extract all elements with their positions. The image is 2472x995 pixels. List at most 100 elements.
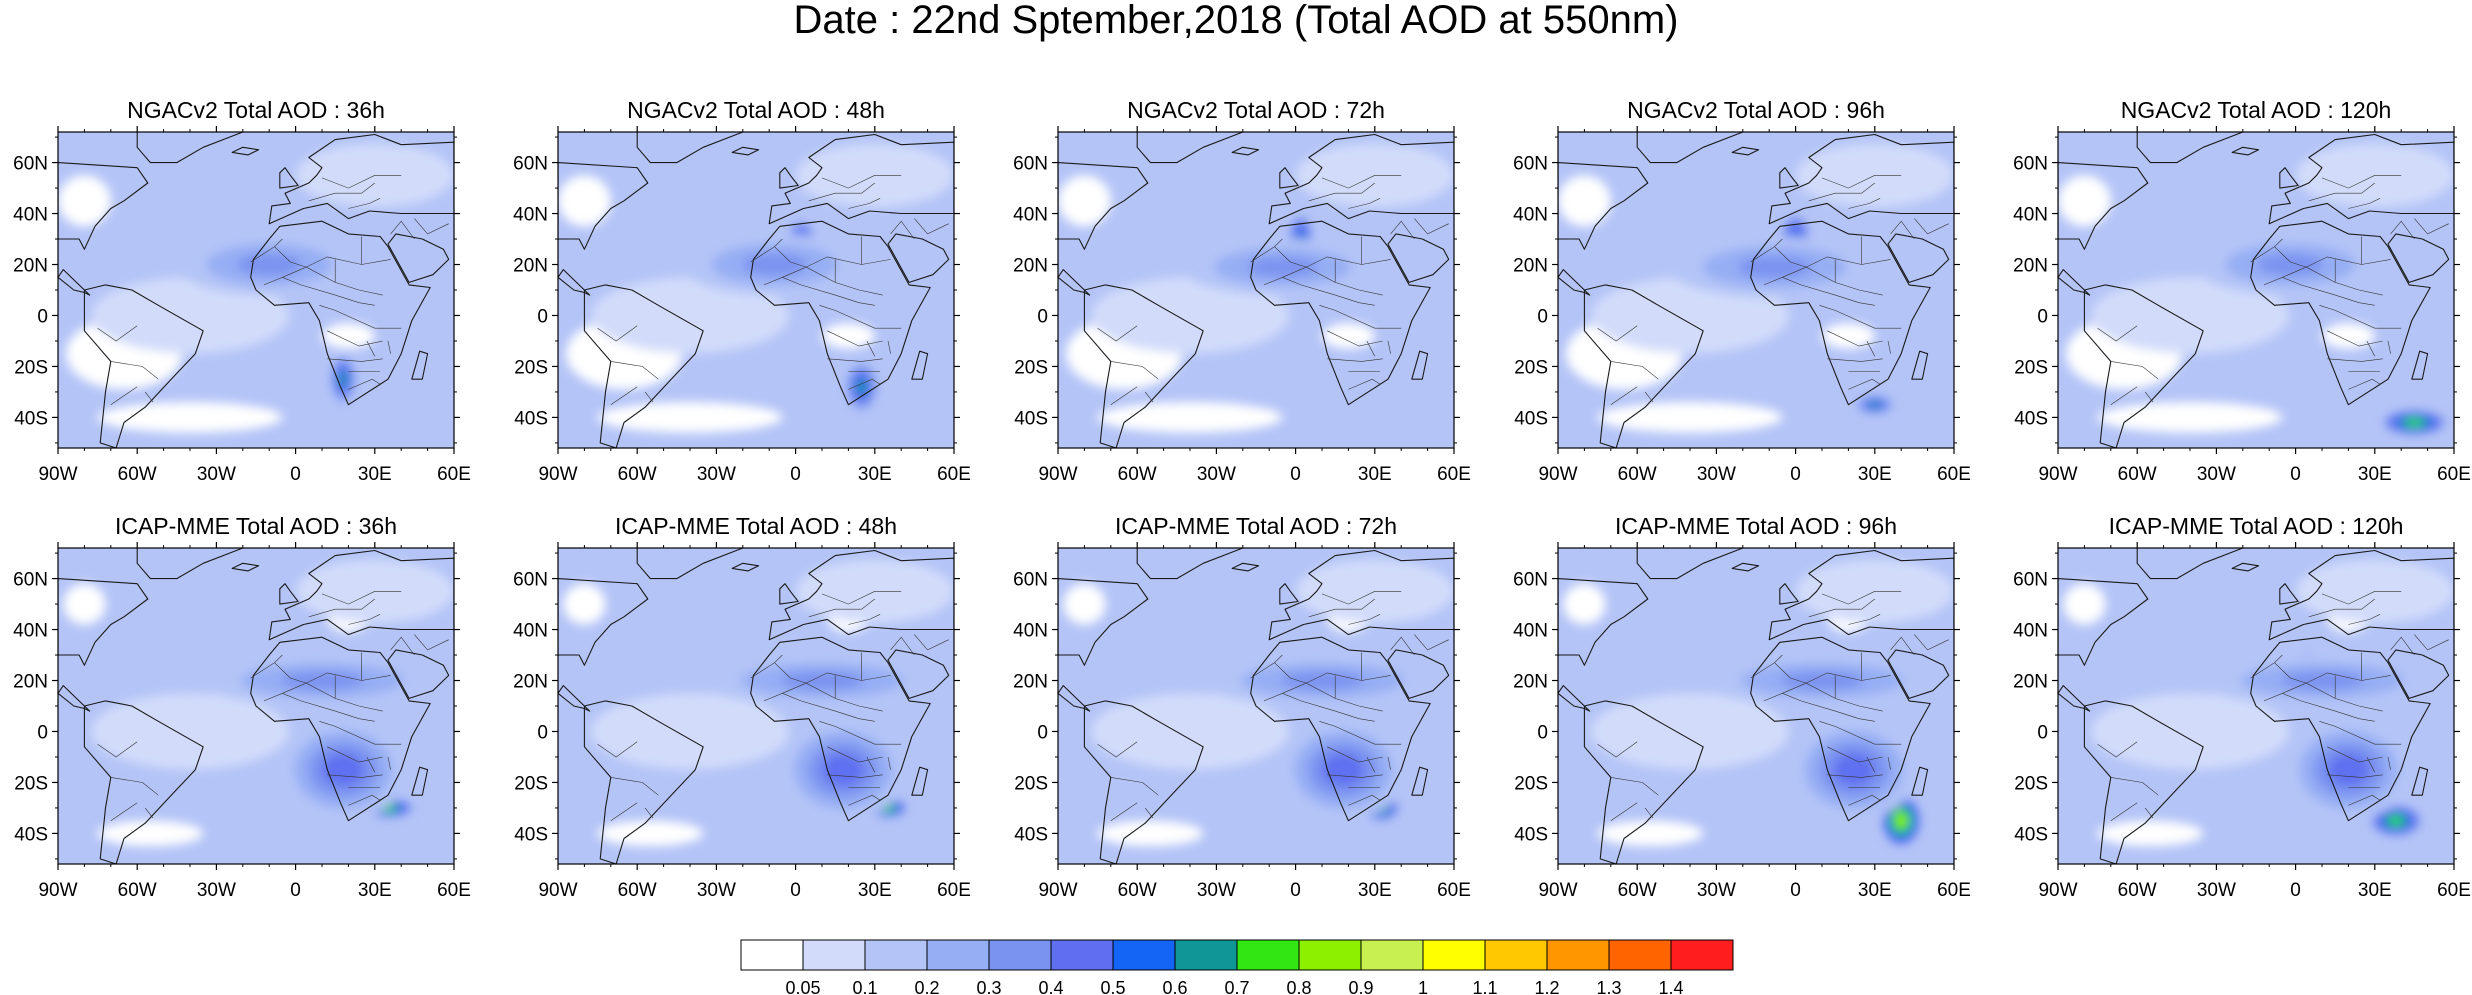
country-border bbox=[2319, 305, 2402, 329]
lat-tick-label: 40N bbox=[13, 621, 48, 642]
coastline bbox=[1911, 766, 1929, 796]
lat-tick-label: 60N bbox=[13, 154, 48, 175]
coastline bbox=[2058, 578, 2149, 666]
country-border bbox=[1610, 777, 1659, 796]
lon-tick-label: 30E bbox=[1358, 464, 1392, 485]
map-panel: NGACv2 Total AOD : 48h 90W 60W 30W 0 30E 60E 60… bbox=[513, 97, 971, 485]
lon-tick-label: 90W bbox=[1538, 880, 1577, 901]
aod-contour-blob bbox=[2280, 671, 2364, 690]
country-border bbox=[1387, 340, 1391, 354]
coastline bbox=[1058, 578, 1149, 666]
country-border bbox=[1887, 756, 1891, 770]
aod-contour-blob bbox=[280, 671, 364, 690]
aod-contour-blob bbox=[1737, 256, 1812, 278]
aod-contour-blob bbox=[1322, 753, 1364, 786]
lat-tick-label: 20S bbox=[1014, 773, 1048, 794]
country-border bbox=[2390, 220, 2415, 240]
lat-tick-label: 20S bbox=[14, 773, 48, 794]
coastline bbox=[1558, 685, 1591, 712]
panel-field bbox=[1558, 548, 1954, 864]
lon-tick-label: 30W bbox=[2197, 880, 2236, 901]
country-border bbox=[808, 598, 875, 618]
country-border bbox=[2263, 692, 2375, 722]
lon-tick-label: 60W bbox=[1118, 880, 1157, 901]
lon-tick-label: 60E bbox=[2437, 880, 2471, 901]
colorbar-label: 0.9 bbox=[1348, 978, 1373, 995]
aod-contour-blob bbox=[822, 753, 864, 786]
coastline bbox=[558, 269, 591, 296]
lon-tick-label: 60W bbox=[118, 464, 157, 485]
coastline bbox=[1268, 133, 1454, 225]
colorbar-swatch bbox=[1484, 939, 1548, 971]
aod-contour-blob bbox=[322, 753, 364, 786]
lon-tick-label: 60W bbox=[618, 880, 657, 901]
country-border bbox=[887, 340, 891, 354]
coastline bbox=[268, 549, 454, 641]
coastline bbox=[58, 269, 91, 296]
coastline bbox=[779, 583, 799, 605]
lat-tick-label: 20N bbox=[2013, 256, 2048, 277]
lat-tick-label: 40S bbox=[514, 824, 548, 845]
lon-tick-label: 90W bbox=[1038, 464, 1077, 485]
country-border bbox=[1348, 614, 1381, 625]
lat-tick-label: 0 bbox=[1037, 722, 1048, 743]
country-border bbox=[366, 340, 376, 357]
lon-tick-label: 60W bbox=[2118, 880, 2157, 901]
country-border bbox=[1827, 746, 1883, 763]
country-border bbox=[1827, 358, 1883, 362]
lon-tick-label: 60E bbox=[1437, 880, 1471, 901]
panel-title: NGACv2 Total AOD : 72h bbox=[1127, 97, 1385, 123]
coastline-layer bbox=[1058, 548, 1454, 864]
country-border bbox=[2321, 590, 2402, 605]
aod-contour-blob bbox=[1247, 257, 1318, 277]
country-border bbox=[2414, 218, 2449, 235]
country-border bbox=[1774, 662, 1891, 684]
aod-contour-blob bbox=[2405, 418, 2424, 427]
panel-title: NGACv2 Total AOD : 36h bbox=[127, 97, 385, 123]
coastline bbox=[1636, 548, 1744, 580]
colorbar-label: 1 bbox=[1418, 978, 1428, 995]
country-border bbox=[2348, 198, 2381, 209]
country-border bbox=[644, 807, 654, 819]
country-border bbox=[2308, 182, 2375, 202]
country-border bbox=[1848, 378, 1881, 390]
coastline bbox=[2387, 233, 2450, 283]
country-border bbox=[2348, 378, 2381, 390]
coastline bbox=[2083, 700, 2204, 864]
country-border bbox=[1110, 777, 1159, 796]
lat-tick-label: 40N bbox=[1513, 205, 1548, 226]
coastline bbox=[1250, 220, 1431, 406]
lon-tick-label: 60E bbox=[437, 464, 471, 485]
country-border bbox=[1819, 721, 1902, 745]
country-border bbox=[327, 746, 383, 763]
country-border bbox=[1610, 361, 1659, 380]
coastline bbox=[1779, 167, 1799, 189]
country-border bbox=[827, 774, 883, 778]
country-border bbox=[610, 777, 659, 796]
country-border bbox=[1390, 220, 1415, 240]
country-border bbox=[2390, 636, 2415, 656]
lat-tick-label: 60N bbox=[1013, 154, 1048, 175]
lat-tick-label: 20S bbox=[514, 357, 548, 378]
panel-title: ICAP-MME Total AOD : 36h bbox=[115, 513, 397, 539]
panel-field bbox=[2058, 548, 2454, 864]
country-border bbox=[348, 794, 381, 806]
colorbar-swatch bbox=[1236, 939, 1300, 971]
coastline bbox=[1083, 700, 1204, 864]
colorbar-label: 0.4 bbox=[1038, 978, 1063, 995]
lon-tick-label: 0 bbox=[1790, 880, 1801, 901]
lon-tick-label: 60W bbox=[618, 464, 657, 485]
colorbar-swatch bbox=[1670, 939, 1734, 971]
aod-contour-blob bbox=[742, 253, 807, 276]
coastline bbox=[1231, 146, 1260, 156]
coastline bbox=[2058, 162, 2149, 250]
lon-tick-label: 30W bbox=[697, 880, 736, 901]
lon-tick-label: 60W bbox=[2118, 464, 2157, 485]
country-border bbox=[2110, 361, 2159, 380]
coastline-layer bbox=[2058, 548, 2454, 864]
coastline bbox=[1387, 233, 1450, 283]
lat-tick-label: 0 bbox=[37, 722, 48, 743]
lat-tick-label: 20N bbox=[13, 672, 48, 693]
country-border bbox=[1263, 276, 1375, 306]
lat-tick-label: 40S bbox=[514, 408, 548, 429]
